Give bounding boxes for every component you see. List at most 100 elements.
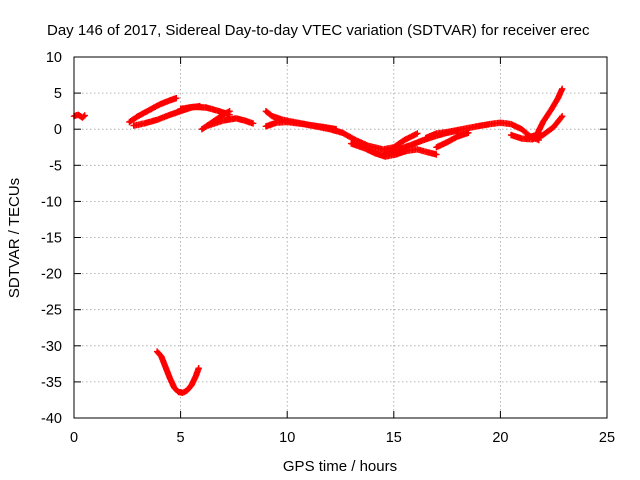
y-tick-label: -25 [41,303,62,319]
data-point [179,107,182,111]
data-point [275,121,278,124]
data-point [217,110,221,113]
axes: 0 5 10 15 20 25 10 5 0 -5 -10 -15 -20 -25 -30 -35 -40 [41,50,615,446]
data-point [132,124,135,127]
data-point [205,106,208,109]
data-point [136,115,140,118]
data-point [328,128,331,131]
data-point [362,146,366,150]
x-tick-label: 15 [386,430,402,446]
data-point [168,99,172,102]
data-point [520,128,523,131]
data-point [164,366,167,369]
data-point [354,138,357,142]
data-point [535,133,538,137]
data-point [200,128,204,131]
data-point [509,133,513,137]
data-point [160,355,163,358]
data-point [381,148,385,151]
data-series [433,129,472,151]
data-point [155,118,159,122]
data-point [175,97,178,100]
plot-area [70,85,566,396]
data-point [181,391,184,394]
data-point [424,136,427,140]
y-tick-label: -20 [41,267,62,283]
y-tick-label: -10 [41,194,62,210]
data-point [155,350,159,353]
data-point [192,105,195,109]
y-tick-label: 0 [54,122,62,138]
data-series [348,140,440,160]
data-point [271,115,274,118]
data-point [475,125,479,128]
data-point [185,389,189,392]
x-tick-label: 10 [279,430,295,446]
data-point [168,113,172,117]
y-tick-label: 5 [54,86,62,102]
x-tick-label: 0 [70,430,78,446]
data-point [194,375,197,378]
data-point [541,120,545,124]
data-point [173,386,176,389]
data-point [264,125,268,128]
x-tick-label: 25 [599,430,615,446]
data-point [541,133,545,137]
data-point [243,119,246,122]
data-point [168,377,172,380]
data-point [556,97,560,100]
data-point [341,131,344,134]
data-point [435,146,438,149]
y-tick-label: -5 [49,158,62,174]
x-tick-label: 20 [492,430,508,446]
data-point [420,139,423,142]
data-series [522,85,566,142]
data-point [552,125,555,129]
data-point [381,152,385,155]
data-point [499,121,502,124]
data-point [177,390,180,394]
data-point [488,122,491,126]
data-point [128,120,131,124]
data-point [143,122,146,125]
data-point [435,153,438,156]
data-point [409,143,413,147]
data-point [77,113,80,117]
data-point [318,125,321,129]
data-point [147,109,150,112]
y-tick-label: -40 [41,411,62,427]
data-point [403,138,406,142]
y-tick-label: -35 [41,375,62,391]
data-point [207,124,210,127]
data-point [445,130,449,134]
y-axis-label: SDTVAR / TECUs [6,178,23,298]
data-series [177,103,233,118]
data-point [83,114,86,117]
data-point [416,148,419,151]
y-tick-label: -30 [41,339,62,355]
data-point [509,122,513,126]
data-point [81,116,84,119]
data-point [222,119,225,122]
data-series [262,118,421,153]
data-point [456,135,459,138]
y-tick-label: 10 [46,50,62,66]
data-point [435,132,438,135]
data-point [561,87,564,91]
data-point [286,120,289,124]
data-point [350,142,353,145]
data-point [234,117,238,120]
data-point [264,110,268,113]
data-series [153,348,202,396]
data-point [405,149,408,153]
x-axis-label: GPS time / hours [283,458,397,475]
data-point [394,153,398,156]
data-point [416,132,419,135]
data-series [126,95,180,126]
data-point [520,137,523,140]
data-point [460,128,464,131]
y-tick-label: -15 [41,231,62,247]
data-point [251,122,255,125]
data-point [467,131,470,134]
